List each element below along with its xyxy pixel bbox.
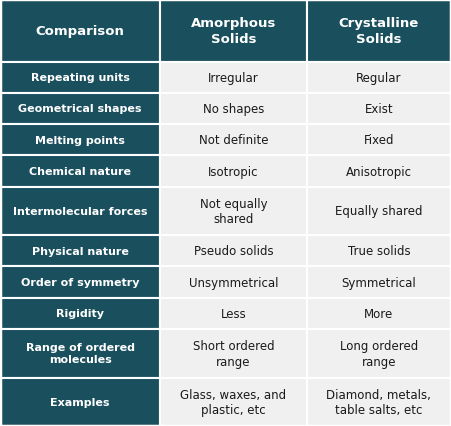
- Text: Anisotropic: Anisotropic: [346, 165, 412, 178]
- Text: Long ordered
range: Long ordered range: [340, 339, 418, 368]
- Bar: [0, 0, 160, 63]
- Bar: [307, 94, 451, 125]
- Text: Glass, waxes, and
plastic, etc: Glass, waxes, and plastic, etc: [180, 388, 286, 416]
- Text: Range of ordered
molecules: Range of ordered molecules: [26, 343, 134, 364]
- Text: Order of symmetry: Order of symmetry: [21, 277, 139, 288]
- Text: Crystalline
Solids: Crystalline Solids: [339, 17, 419, 46]
- Text: Pseudo solids: Pseudo solids: [193, 245, 273, 258]
- Text: Examples: Examples: [51, 397, 110, 407]
- Bar: [0, 94, 160, 125]
- Text: Isotropic: Isotropic: [208, 165, 258, 178]
- Bar: [307, 267, 451, 298]
- Bar: [0, 63, 160, 94]
- Bar: [307, 377, 451, 426]
- Text: More: More: [364, 307, 393, 320]
- Bar: [160, 0, 307, 63]
- Bar: [160, 94, 307, 125]
- Text: True solids: True solids: [348, 245, 410, 258]
- Text: No shapes: No shapes: [202, 103, 264, 116]
- Text: Chemical nature: Chemical nature: [29, 167, 131, 177]
- Bar: [0, 236, 160, 267]
- Text: Not definite: Not definite: [198, 134, 268, 147]
- Bar: [160, 125, 307, 156]
- Bar: [160, 267, 307, 298]
- Text: Short ordered
range: Short ordered range: [193, 339, 274, 368]
- Bar: [160, 298, 307, 329]
- Bar: [0, 329, 160, 377]
- Bar: [307, 329, 451, 377]
- Bar: [160, 377, 307, 426]
- Text: Diamond, metals,
table salts, etc: Diamond, metals, table salts, etc: [327, 388, 431, 416]
- Text: Not equally
shared: Not equally shared: [200, 197, 267, 226]
- Bar: [307, 298, 451, 329]
- Bar: [307, 125, 451, 156]
- Bar: [307, 236, 451, 267]
- Bar: [0, 267, 160, 298]
- Bar: [160, 156, 307, 187]
- Bar: [0, 377, 160, 426]
- Text: Equally shared: Equally shared: [335, 205, 423, 218]
- Bar: [307, 187, 451, 236]
- Text: Symmetrical: Symmetrical: [341, 276, 416, 289]
- Text: Exist: Exist: [364, 103, 393, 116]
- Text: Regular: Regular: [356, 72, 401, 84]
- Bar: [307, 156, 451, 187]
- Text: Less: Less: [221, 307, 246, 320]
- Text: Physical nature: Physical nature: [32, 246, 129, 256]
- Bar: [160, 236, 307, 267]
- Bar: [160, 187, 307, 236]
- Bar: [0, 156, 160, 187]
- Bar: [307, 0, 451, 63]
- Text: Intermolecular forces: Intermolecular forces: [13, 207, 147, 216]
- Text: Irregular: Irregular: [208, 72, 259, 84]
- Text: Comparison: Comparison: [36, 25, 124, 37]
- Text: Geometrical shapes: Geometrical shapes: [18, 104, 142, 114]
- Text: Unsymmetrical: Unsymmetrical: [189, 276, 278, 289]
- Bar: [0, 125, 160, 156]
- Text: Repeating units: Repeating units: [31, 73, 129, 83]
- Bar: [160, 329, 307, 377]
- Bar: [0, 187, 160, 236]
- Bar: [160, 63, 307, 94]
- Text: Amorphous
Solids: Amorphous Solids: [191, 17, 276, 46]
- Text: Rigidity: Rigidity: [56, 309, 104, 319]
- Bar: [307, 63, 451, 94]
- Text: Melting points: Melting points: [35, 135, 125, 145]
- Text: Fixed: Fixed: [364, 134, 394, 147]
- Bar: [0, 298, 160, 329]
